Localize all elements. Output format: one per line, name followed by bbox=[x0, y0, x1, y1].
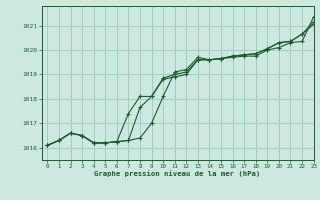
X-axis label: Graphe pression niveau de la mer (hPa): Graphe pression niveau de la mer (hPa) bbox=[94, 171, 261, 177]
